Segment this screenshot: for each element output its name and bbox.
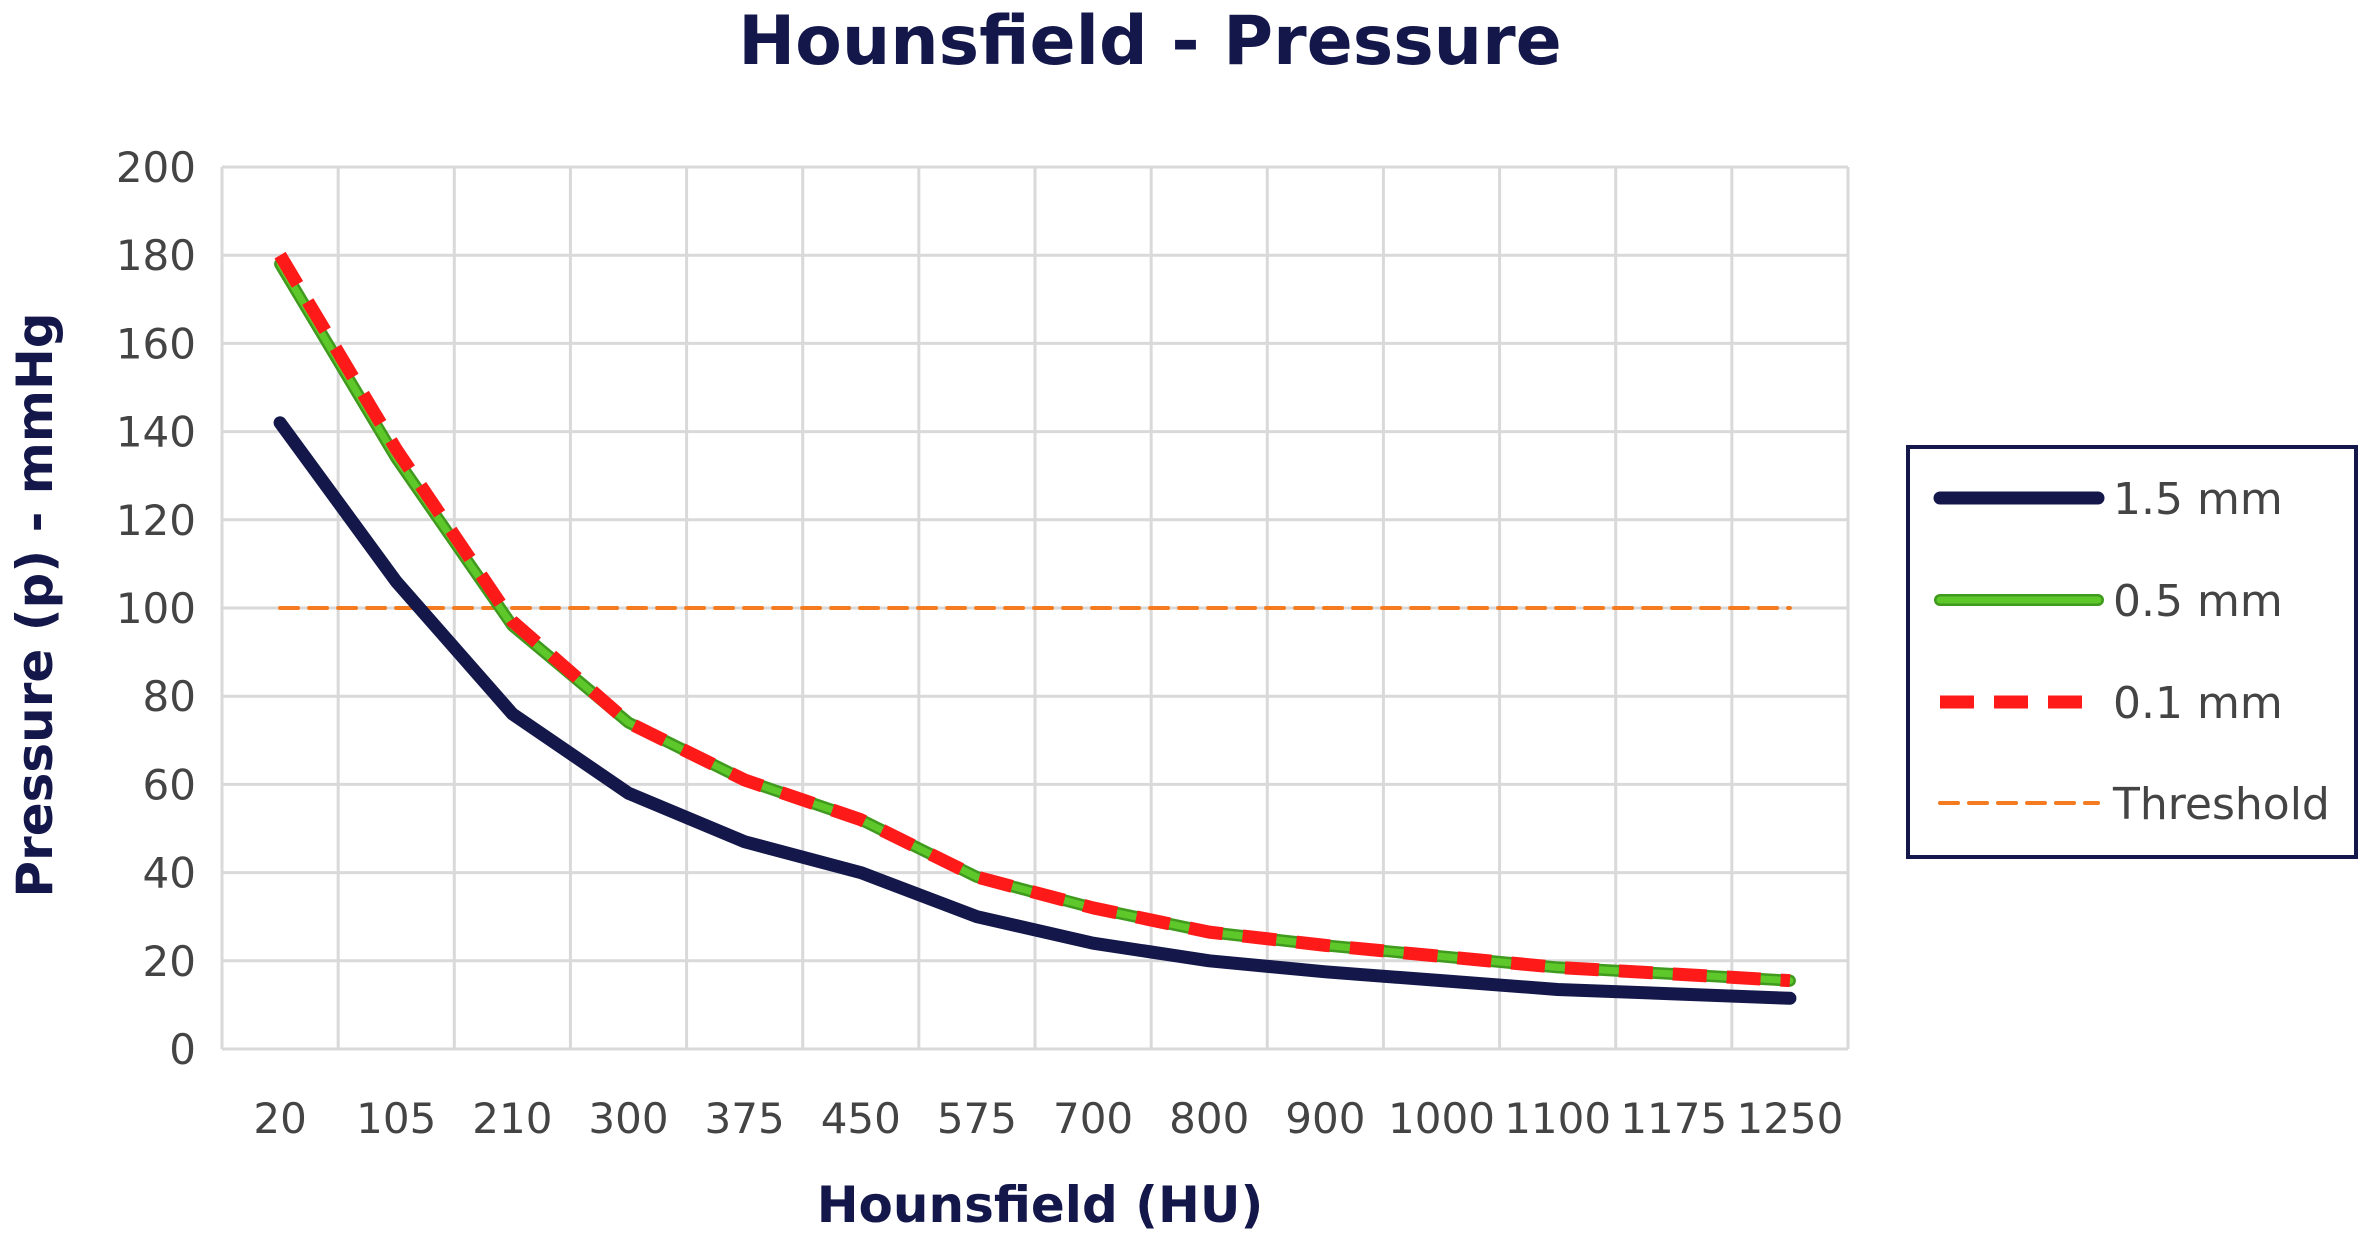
x-tick-label: 1175 <box>1620 1094 1727 1143</box>
y-tick-label: 180 <box>116 231 196 280</box>
legend-label: Threshold <box>2112 779 2330 830</box>
x-tick-label: 450 <box>821 1094 901 1143</box>
legend-label: 0.1 mm <box>2113 678 2283 729</box>
x-tick-label: 1100 <box>1504 1094 1611 1143</box>
y-tick-label: 0 <box>169 1025 196 1074</box>
x-tick-label: 800 <box>1169 1094 1249 1143</box>
y-tick-label: 20 <box>143 937 196 986</box>
x-tick-label: 575 <box>937 1094 1017 1143</box>
y-tick-label: 60 <box>143 760 196 809</box>
x-tick-label: 700 <box>1053 1094 1133 1143</box>
x-tick-label: 1250 <box>1736 1094 1843 1143</box>
legend-box <box>1906 445 2358 859</box>
y-axis-title: Pressure (p) - mmHg <box>6 312 64 897</box>
x-tick-label: 900 <box>1285 1094 1365 1143</box>
y-tick-label: 200 <box>116 143 196 192</box>
y-tick-label: 40 <box>143 849 196 898</box>
x-tick-label: 1000 <box>1388 1094 1495 1143</box>
y-tick-label: 160 <box>116 319 196 368</box>
legend-label: 1.5 mm <box>2113 474 2283 525</box>
x-tick-label: 300 <box>588 1094 668 1143</box>
axis-ticks: 0 20 40 60 80 100 120 140 160 180 200 20 105 210 300 37… <box>116 143 1844 1143</box>
x-tick-label: 20 <box>253 1094 306 1143</box>
chart-title: Hounsfield - Pressure <box>738 2 1562 81</box>
x-tick-label: 210 <box>472 1094 552 1143</box>
x-tick-label: 105 <box>356 1094 436 1143</box>
series-line-0-1-mm <box>274 251 1791 988</box>
y-tick-label: 80 <box>143 672 196 721</box>
series-line-1-5-mm <box>273 416 1797 1005</box>
y-tick-label: 120 <box>116 496 196 545</box>
y-tick-label: 140 <box>116 408 196 457</box>
legend: 1.5 mm 0.5 mm 0.1 mm Threshold <box>1906 445 2358 859</box>
x-tick-label: 375 <box>705 1094 785 1143</box>
series-lines <box>273 251 1797 1005</box>
y-tick-label: 100 <box>116 584 196 633</box>
legend-label: 0.5 mm <box>2113 576 2283 627</box>
x-axis-title: Hounsfield (HU) <box>817 1176 1264 1234</box>
